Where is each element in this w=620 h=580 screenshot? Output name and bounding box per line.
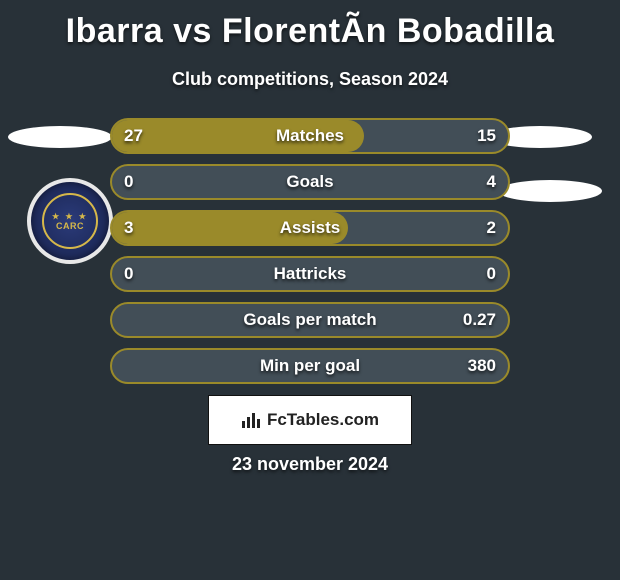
- page-title: Ibarra vs FlorentÃ­n Bobadilla: [0, 0, 620, 51]
- footer-brand-text: FcTables.com: [267, 410, 379, 430]
- stat-row: 3Assists2: [110, 210, 510, 246]
- bars-icon: [241, 411, 263, 429]
- stat-label: Matches: [110, 126, 510, 146]
- stat-label: Goals: [110, 172, 510, 192]
- page-subtitle: Club competitions, Season 2024: [0, 69, 620, 90]
- team-badge-left: ★ ★ ★ CARC: [27, 178, 113, 264]
- stat-row: 0Hattricks0: [110, 256, 510, 292]
- stat-label: Hattricks: [110, 264, 510, 284]
- stat-row: Min per goal380: [110, 348, 510, 384]
- team-badge-text: CARC: [56, 221, 84, 231]
- stat-right-value: 2: [487, 218, 496, 238]
- stat-row: 0Goals4: [110, 164, 510, 200]
- team-badge-inner: ★ ★ ★ CARC: [42, 193, 98, 249]
- footer-brand: FcTables.com: [241, 410, 379, 430]
- oval-placeholder: [8, 126, 112, 148]
- footer-brand-box: FcTables.com: [208, 395, 412, 445]
- stat-label: Goals per match: [110, 310, 510, 330]
- stat-row: 27Matches15: [110, 118, 510, 154]
- stat-right-value: 0: [487, 264, 496, 284]
- stat-label: Min per goal: [110, 356, 510, 376]
- comparison-bars: 27Matches150Goals43Assists20Hattricks0Go…: [110, 118, 510, 394]
- stat-right-value: 0.27: [463, 310, 496, 330]
- stat-label: Assists: [110, 218, 510, 238]
- oval-placeholder: [498, 180, 602, 202]
- stat-right-value: 15: [477, 126, 496, 146]
- stat-right-value: 380: [468, 356, 496, 376]
- date-line: 23 november 2024: [0, 454, 620, 475]
- stat-row: Goals per match0.27: [110, 302, 510, 338]
- stat-right-value: 4: [487, 172, 496, 192]
